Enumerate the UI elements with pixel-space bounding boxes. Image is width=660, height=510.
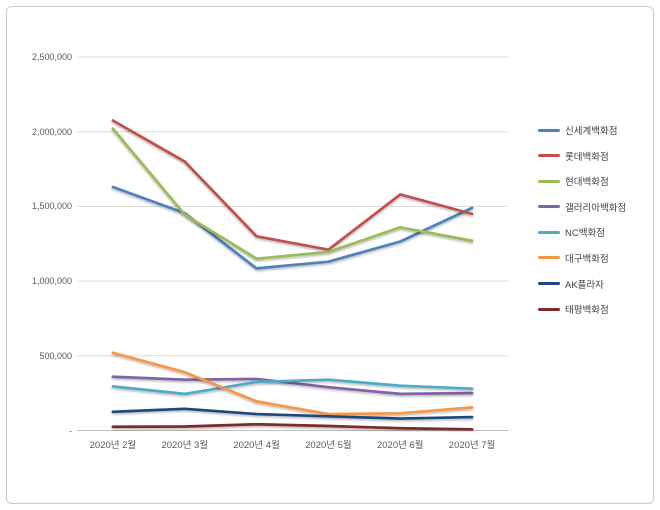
legend-entry-NC백화점: NC백화점 [538,226,626,240]
legend-label: 현대백화점 [565,177,609,189]
legend-line-marker [538,205,560,209]
series-line-롯데백화점 [111,119,474,252]
legend-entry-신세계백화점: 신세계백화점 [538,124,626,137]
series-line-태평백화점 [111,422,474,431]
legend-entry-대구백화점: 대구백화점 [538,252,626,265]
legend-entry-태평백화점: 태평백화점 [538,303,626,317]
y-tick-label: 2,500,000 [31,52,72,62]
legend-label: 롯데백화점 [565,151,609,163]
y-tick-label: 500,000 [39,350,72,361]
series-line-AK플라자 [111,407,474,420]
legend-label: 신세계백화점 [565,126,618,137]
legend-line-marker [538,128,560,132]
x-axis-label: 2020년 7월 [448,440,496,451]
legend-label: 태평백화점 [565,305,609,317]
legend-entry-롯데백화점: 롯데백화점 [538,150,626,163]
legend-line-marker [538,230,560,234]
legend-entry-AK플라자: AK플라자 [538,278,626,291]
chart-frame [6,6,654,504]
legend-label: NC백화점 [565,228,605,240]
y-tick-label: - [69,425,72,436]
x-axis-label: 2020년 4월 [233,440,280,451]
legend-entry-현대백화점: 현대백화점 [538,175,626,189]
series-line-현대백화점 [111,127,474,261]
x-axis-label: 2020년 2월 [89,440,137,451]
x-axis-label: 2020년 6월 [376,440,424,451]
legend-label: AK플라자 [565,279,604,291]
y-tick-label: 1,500,000 [31,201,72,212]
x-axis-label: 2020년 3월 [161,440,209,451]
y-tick-label: 1,000,000 [31,276,72,287]
legend-line-marker [538,282,560,286]
legend-line-marker [538,154,560,158]
legend-line-marker [538,307,560,311]
series-line-NC백화점 [111,378,474,396]
legend-label: 대구백화점 [565,253,609,265]
x-axis-label: 2020년 5월 [305,440,352,451]
legend-label: 갤러리아백화점 [565,202,627,214]
legend-line-marker [538,256,560,260]
series-line-대구백화점 [111,351,474,416]
series-line-갤러리아백화점 [111,375,474,396]
series-line-신세계백화점 [111,185,474,270]
legend-line-marker [538,179,560,183]
y-tick-label: 2,000,000 [31,126,72,137]
legend-entry-갤러리아백화점: 갤러리아백화점 [538,201,627,214]
